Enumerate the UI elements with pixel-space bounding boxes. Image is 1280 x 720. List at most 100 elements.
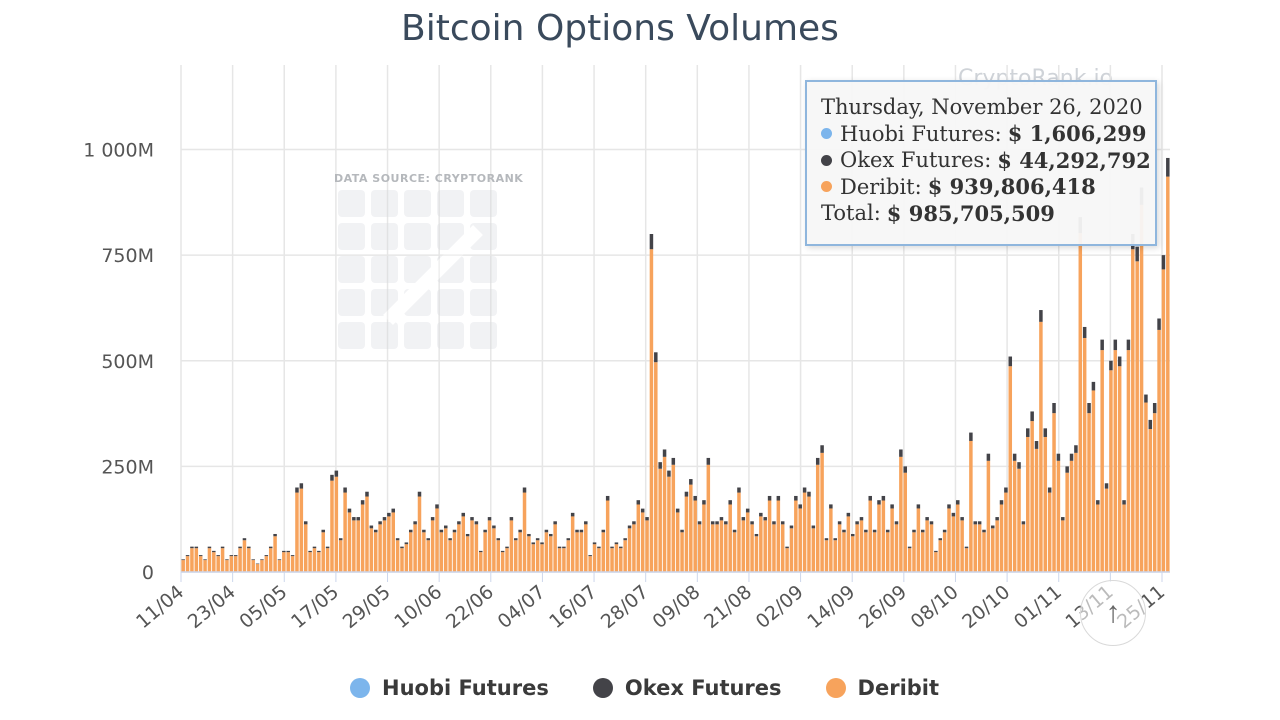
bar-deribit [702, 504, 706, 572]
bar-okex [654, 352, 658, 363]
bar-stack [194, 546, 199, 572]
bar-stack [597, 546, 601, 572]
bar-okex [802, 487, 807, 493]
bar-deribit [719, 520, 724, 572]
bar-stack [1004, 487, 1008, 572]
bar-okex [496, 538, 501, 541]
bar-okex [268, 546, 273, 549]
bar-okex [1030, 411, 1034, 422]
bar-okex [1026, 428, 1030, 437]
bar-okex [308, 550, 312, 553]
logo-cell [404, 223, 431, 250]
bar-okex [535, 538, 540, 541]
bar-deribit [942, 532, 947, 572]
bar-okex [373, 529, 378, 533]
bar-deribit [899, 456, 903, 572]
bar-okex [741, 517, 746, 521]
bar-okex [632, 521, 636, 525]
legend-item-okex[interactable]: Okex Futures [592, 676, 782, 700]
bar-okex [233, 555, 238, 557]
bar-okex [706, 457, 711, 465]
bar-deribit [982, 532, 986, 572]
bar-okex [973, 521, 978, 525]
bar-okex [1152, 403, 1157, 414]
bar-stack [1100, 339, 1104, 572]
bar-stack [251, 559, 255, 572]
bar-okex [807, 491, 811, 497]
bar-stack [465, 533, 470, 572]
bar-stack [920, 529, 925, 572]
bar-okex [264, 555, 269, 557]
bar-deribit [969, 440, 973, 572]
bar-deribit [268, 548, 273, 572]
bar-okex [627, 525, 632, 529]
bar-okex [325, 546, 330, 549]
bar-deribit [185, 556, 190, 572]
bar-okex [859, 517, 864, 521]
bar-deribit [352, 520, 356, 572]
bar-deribit [1034, 448, 1039, 572]
x-tick-label: 04/07 [494, 581, 550, 633]
bar-deribit [780, 524, 785, 572]
bar-deribit [1104, 488, 1109, 572]
bar-deribit [842, 532, 846, 572]
chart-title: Bitcoin Options Volumes [401, 8, 839, 49]
tooltip-value-huobi: $ 1,606,299 [1007, 121, 1147, 147]
bar-okex [321, 529, 325, 533]
bar-okex [710, 521, 715, 525]
bar-stack [540, 542, 544, 572]
bar-okex [277, 559, 282, 561]
bar-okex [745, 508, 750, 513]
bar-stack [338, 538, 343, 572]
bar-okex [198, 555, 203, 557]
bar-okex [1117, 356, 1122, 367]
bar-okex [404, 542, 409, 545]
legend-item-deribit[interactable]: Deribit [825, 676, 939, 700]
bar-stack [956, 500, 960, 572]
bar-stack [697, 521, 702, 572]
bar-okex [566, 538, 571, 541]
bar-stack [654, 352, 658, 572]
bar-stack [767, 495, 772, 572]
scroll-top-button[interactable]: ↑ [1080, 580, 1146, 646]
bar-okex [1113, 339, 1118, 351]
bar-stack [435, 504, 439, 572]
bar-okex [422, 529, 426, 533]
bar-deribit [798, 508, 802, 572]
bar-stack [658, 462, 662, 572]
legend-item-huobi[interactable]: Huobi Futures [350, 676, 549, 700]
bar-stack [1161, 255, 1166, 572]
bar-stack [671, 457, 676, 572]
tooltip-label-okex: Okex Futures: [840, 148, 992, 173]
bar-stack [977, 521, 982, 572]
bar-stack [1166, 157, 1170, 572]
bar-stack [785, 546, 789, 572]
bar-okex [229, 555, 234, 557]
bar-okex [951, 512, 956, 517]
bar-okex [1065, 466, 1069, 473]
y-tick-label: 1 000M [83, 140, 154, 162]
legend: Huobi Futures Okex Futures Deribit [350, 676, 939, 700]
bar-stack [916, 504, 921, 572]
bar-deribit [859, 520, 864, 572]
bar-deribit [741, 520, 746, 572]
bar-stack [1056, 453, 1061, 572]
bar-deribit [426, 540, 431, 572]
bar-deribit [824, 540, 829, 572]
bar-okex [225, 559, 229, 561]
bar-okex [881, 495, 886, 501]
bar-stack [999, 500, 1004, 572]
bar-okex [347, 508, 352, 513]
bar-deribit [194, 548, 199, 572]
x-tick-label: 20/10 [958, 581, 1014, 633]
x-tick-label: 29/05 [339, 581, 395, 633]
bar-okex [754, 533, 759, 537]
bar-stack [859, 517, 864, 572]
bar-stack [881, 495, 886, 572]
bar-deribit [1047, 492, 1052, 572]
bar-stack [1047, 487, 1052, 572]
bar-okex [1166, 157, 1170, 177]
tooltip-value-okex: $ 44,292,792 [997, 147, 1151, 173]
bar-okex [286, 550, 290, 553]
bar-okex [435, 504, 439, 509]
